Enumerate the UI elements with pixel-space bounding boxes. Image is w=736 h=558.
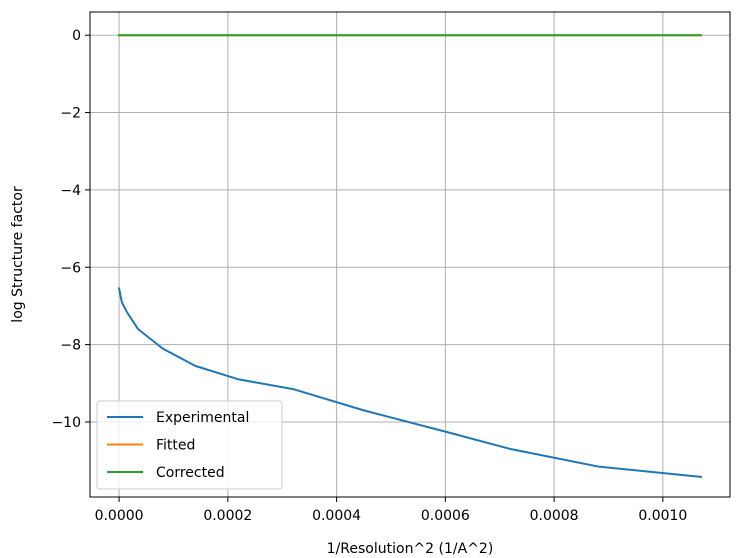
plot-series: [117, 34, 703, 478]
grid-lines: [90, 12, 730, 497]
x-tick-label: 0.0002: [203, 508, 252, 524]
plot-frame: [89, 11, 731, 498]
legend-label-experimental: Experimental: [156, 410, 249, 426]
x-tick-label: 0.0000: [95, 508, 144, 524]
legend-label-corrected: Corrected: [156, 465, 225, 481]
y-tick-label: 0: [72, 28, 81, 44]
y-axis-label: log Structure factor: [10, 186, 26, 323]
x-axis-label: 1/Resolution^2 (1/A^2): [327, 541, 494, 557]
axis-ticks: 0.0000 0.0002 0.0004 0.0006 0.0008 0.0010 0 −2 −…: [51, 28, 687, 524]
legend-label-fitted: Fitted: [156, 438, 195, 454]
x-tick-label: 0.0004: [312, 508, 361, 524]
legend: Experimental Fitted Corrected: [96, 400, 283, 490]
x-tick-label: 0.0006: [421, 508, 470, 524]
y-tick-label: −6: [60, 260, 81, 276]
y-tick-label: −2: [60, 106, 81, 122]
y-tick-label: −10: [51, 415, 81, 431]
series-line-experimental: [117, 287, 703, 478]
x-tick-label: 0.0010: [638, 508, 687, 524]
legend-box: [96, 400, 283, 490]
y-tick-label: −4: [60, 183, 81, 199]
x-tick-label: 0.0008: [530, 508, 579, 524]
y-tick-label: −8: [60, 338, 81, 354]
